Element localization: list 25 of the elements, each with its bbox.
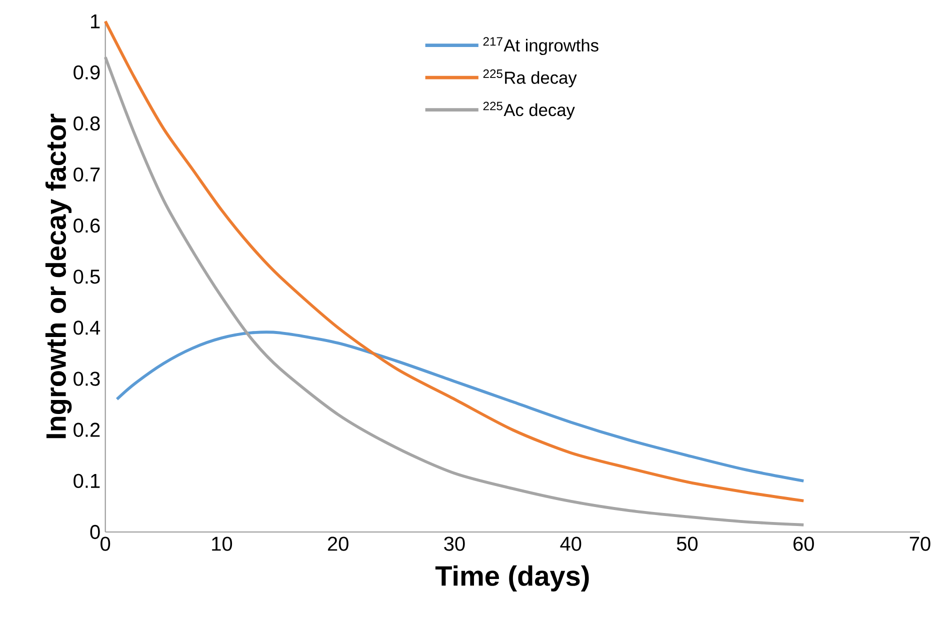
x-tick-label: 40 [560, 536, 582, 551]
y-tick-label: 1 [91, 14, 100, 28]
y-tick-label: 0.6 [74, 218, 100, 233]
x-tick-label: 50 [676, 536, 698, 551]
y-tick-label: 0.4 [74, 320, 100, 335]
x-tick-label: 10 [212, 536, 232, 551]
line-series [116, 330, 806, 482]
y-tick-label: 0.5 [74, 270, 100, 284]
x-tick-label: 20 [328, 536, 348, 551]
y-tick-label: 0.3 [74, 372, 100, 386]
x-tick-label: 0 [100, 536, 110, 551]
y-tick-label: 0.8 [74, 116, 100, 131]
y-tick-label: 0 [90, 524, 100, 540]
y-tick-label: 0.1 [74, 474, 100, 488]
x-tick-label: 70 [910, 536, 930, 551]
legend-label: $^{217}$At ingrowths [483, 37, 598, 56]
legend-label: $^{225}$Ra decay [483, 69, 577, 88]
legend-label: $^{225}$Ac decay [483, 102, 575, 120]
x-tick-label: 30 [444, 536, 465, 551]
y-tick-label: 0.9 [74, 65, 100, 80]
y-axis-title: Ingrowth or decay factor [45, 114, 72, 438]
x-tick-label: 60 [794, 536, 814, 551]
y-tick-label: 0.2 [74, 422, 100, 437]
y-tick-label: 0.7 [74, 167, 100, 182]
x-axis-title: Time (days) [435, 565, 589, 592]
